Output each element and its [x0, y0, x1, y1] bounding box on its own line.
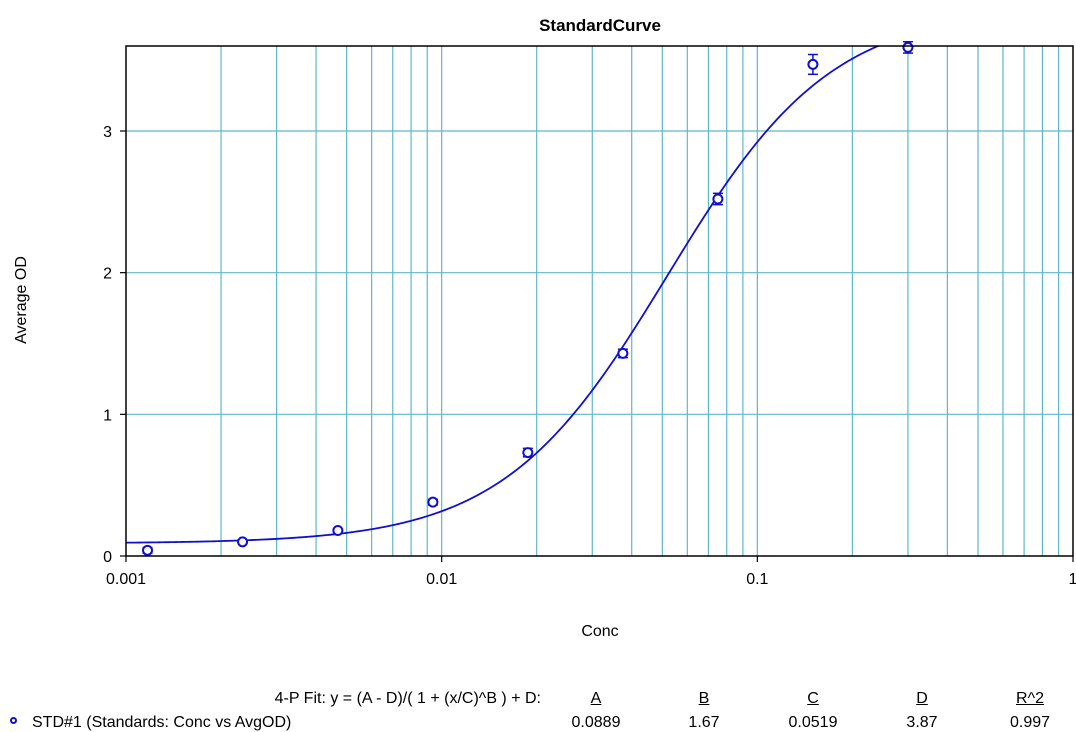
fit-curve: [126, 46, 881, 544]
x-tick-label: 0.1: [746, 571, 768, 588]
fit-header-a: A: [590, 690, 602, 707]
y-axis-label: Average OD: [13, 256, 30, 344]
point-marker: [712, 193, 724, 205]
fit-header-r2: R^2: [1016, 690, 1044, 707]
point-marker: [332, 525, 344, 536]
x-axis-ticks: 0.001 0.01 0.1 1: [106, 556, 1076, 588]
data-point: [617, 347, 629, 359]
standard-curve-chart: StandardCurve 0.001 0.01 0.1 1 0 1 2 3 Conc Av…: [13, 16, 1076, 640]
data-points-layer: [142, 41, 914, 556]
data-point: [332, 525, 344, 536]
fit-value-r2: 0.997: [1009, 714, 1051, 731]
fit-header-c: C: [807, 690, 819, 707]
x-tick-label: 0.001: [106, 571, 146, 588]
y-tick-label: 3: [103, 124, 112, 141]
point-marker: [617, 347, 629, 359]
fit-value-b: 1.67: [688, 714, 720, 731]
series-label: STD#1 (Standards: Conc vs AvgOD): [32, 714, 292, 731]
point-marker: [522, 447, 534, 459]
chart-title: StandardCurve: [539, 16, 661, 35]
fit-header-d: D: [916, 690, 928, 707]
series-marker-icon: [10, 717, 17, 724]
fit-value-c: 0.0519: [788, 714, 838, 731]
data-point: [237, 536, 249, 548]
y-axis-ticks: 0 1 2 3: [103, 124, 126, 566]
fit-value-d: 3.87: [906, 714, 938, 731]
data-point: [427, 496, 439, 508]
y-tick-label: 1: [103, 407, 112, 424]
point-marker: [142, 544, 154, 556]
data-point: [522, 447, 534, 459]
y-tick-label: 2: [103, 266, 112, 283]
point-marker: [427, 496, 439, 508]
fit-header-b: B: [698, 690, 710, 707]
data-point: [807, 53, 819, 76]
data-point: [142, 544, 154, 556]
fit-summary: 4-P Fit: y = (A - D)/( 1 + (x/C)^B ) + D…: [0, 690, 1076, 731]
point-marker: [902, 41, 914, 53]
fit-curve-layer: [126, 46, 881, 544]
point-marker: [807, 58, 819, 70]
fit-equation: 4-P Fit: y = (A - D)/( 1 + (x/C)^B ) + D…: [274, 690, 541, 707]
point-marker: [237, 536, 249, 548]
data-point: [902, 41, 914, 54]
y-tick-label: 0: [103, 549, 112, 566]
x-tick-label: 0.01: [426, 571, 457, 588]
plot-frame: [125, 45, 1074, 557]
x-axis-label: Conc: [581, 623, 618, 640]
data-point: [712, 192, 724, 206]
fit-value-a: 0.0889: [571, 714, 621, 731]
grid-lines: [126, 46, 1073, 556]
x-tick-label: 1: [1069, 571, 1076, 588]
